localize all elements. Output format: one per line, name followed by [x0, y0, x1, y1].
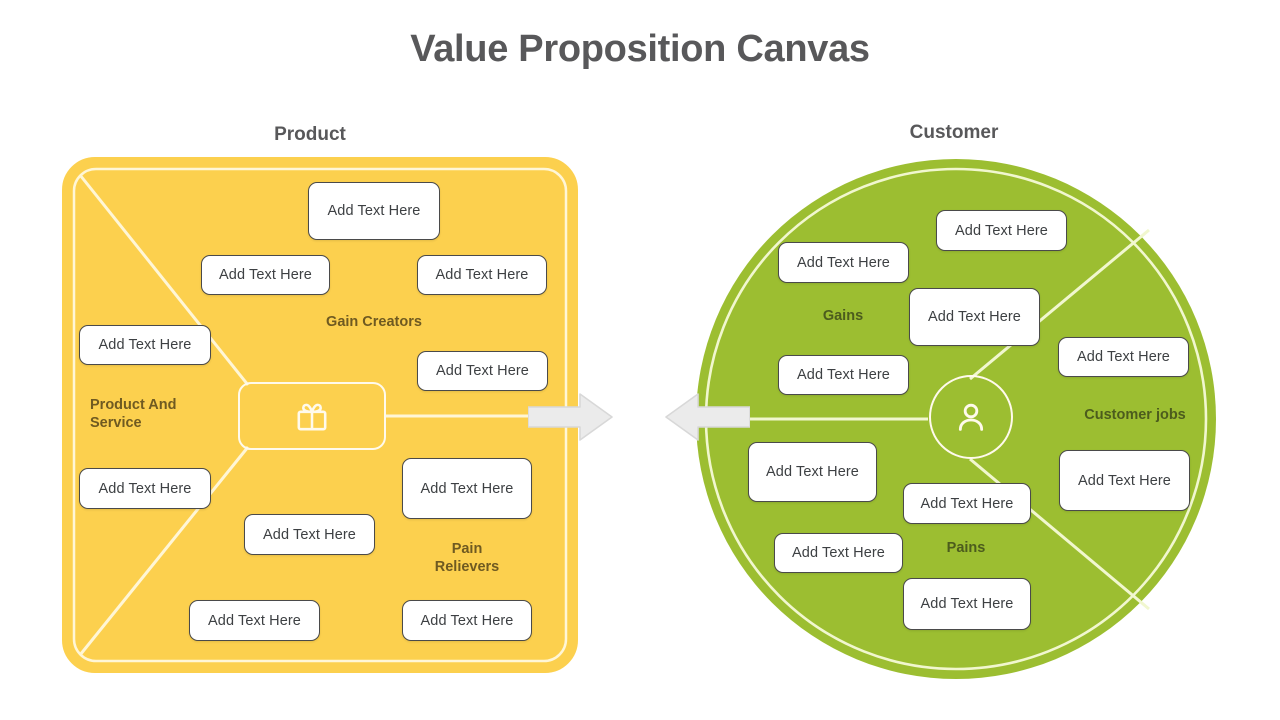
note-card[interactable]: Add Text Here — [774, 533, 903, 573]
note-card[interactable]: Add Text Here — [79, 468, 211, 509]
note-card[interactable]: Add Text Here — [417, 351, 548, 391]
label-pain-relievers: Pain Relievers — [392, 540, 542, 576]
label-customer-jobs: Customer jobs — [1084, 407, 1186, 423]
gift-icon — [297, 403, 327, 431]
label-product-and-service-line1: Product And — [90, 397, 177, 413]
label-gain-creators: Gain Creators — [326, 314, 422, 330]
customer-heading: Customer — [909, 122, 999, 143]
note-card[interactable]: Add Text Here — [778, 242, 909, 283]
label-pains: Pains — [946, 540, 986, 556]
note-card[interactable]: Add Text Here — [402, 458, 532, 519]
product-divider-top-left — [78, 174, 250, 386]
note-card[interactable]: Add Text Here — [903, 578, 1031, 630]
note-card[interactable]: Add Text Here — [244, 514, 375, 555]
label-gains: Gains — [822, 308, 864, 324]
note-card[interactable]: Add Text Here — [1059, 450, 1190, 511]
note-card[interactable]: Add Text Here — [1058, 337, 1189, 377]
label-pain-relievers-line2: Relievers — [434, 559, 500, 576]
note-card[interactable]: Add Text Here — [778, 355, 909, 395]
note-card[interactable]: Add Text Here — [417, 255, 547, 295]
note-card[interactable]: Add Text Here — [748, 442, 877, 502]
product-divider-bottom-left — [78, 446, 250, 656]
flow-arrow-left — [665, 393, 750, 441]
note-card[interactable]: Add Text Here — [402, 600, 532, 641]
product-heading: Product — [274, 124, 346, 145]
label-product-and-service: Product And Service — [90, 396, 250, 432]
flow-arrow-right — [528, 393, 613, 441]
note-card[interactable]: Add Text Here — [903, 483, 1031, 524]
note-card[interactable]: Add Text Here — [936, 210, 1067, 251]
note-card[interactable]: Add Text Here — [909, 288, 1040, 346]
note-card[interactable]: Add Text Here — [79, 325, 211, 365]
person-icon — [958, 403, 984, 431]
note-card[interactable]: Add Text Here — [308, 182, 440, 240]
label-pain-relievers-line1: Pain — [451, 541, 483, 557]
label-product-and-service-line2: Service — [90, 415, 142, 432]
product-hub — [238, 382, 386, 450]
note-card[interactable]: Add Text Here — [201, 255, 330, 295]
customer-divider-upper-right — [969, 228, 1150, 381]
page-title: Value Proposition Canvas — [410, 28, 870, 70]
note-card[interactable]: Add Text Here — [189, 600, 320, 641]
customer-hub — [929, 375, 1013, 459]
